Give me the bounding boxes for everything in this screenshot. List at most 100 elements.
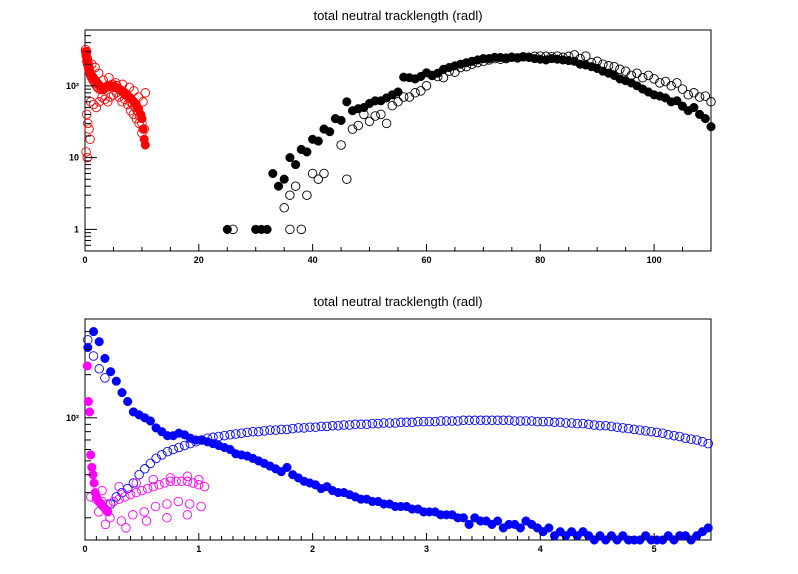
bottom-chart-point <box>105 513 115 523</box>
bottom-chart-point <box>142 483 153 494</box>
bottom-chart-point <box>171 476 181 487</box>
top-chart-point <box>461 61 472 72</box>
bottom-chart-point <box>85 407 95 417</box>
bottom-chart-point <box>583 419 594 430</box>
bottom-chart-point <box>464 519 474 529</box>
bottom-chart-point <box>435 416 446 426</box>
bottom-chart-point <box>612 422 622 432</box>
top-chart-point <box>342 97 352 107</box>
bottom-chart-point <box>413 416 423 427</box>
bottom-chart-point <box>350 419 361 430</box>
bottom-chart-point <box>703 523 713 533</box>
top-chart-point <box>347 124 358 134</box>
top-chart-point <box>563 51 574 62</box>
bottom-chart-point <box>202 433 213 443</box>
bottom-chart-y-tick-label: 10² <box>66 413 79 423</box>
top-chart-point <box>433 71 443 82</box>
top-chart-point <box>558 52 568 63</box>
top-chart-point <box>228 224 238 235</box>
top-chart-point <box>359 109 369 120</box>
top-chart-point <box>421 81 432 91</box>
top-chart-point <box>575 53 585 64</box>
bottom-chart-point <box>509 416 520 426</box>
top-chart-point <box>552 51 563 61</box>
bottom-chart-point <box>447 416 457 426</box>
top-chart-point <box>262 224 272 234</box>
bottom-chart-point <box>173 496 184 507</box>
bottom-chart-point <box>182 471 193 482</box>
bottom-chart-point <box>106 367 116 377</box>
top-chart-point <box>706 122 716 132</box>
bottom-chart-point <box>578 418 588 429</box>
top-chart-point <box>581 51 591 61</box>
bottom-chart-point <box>108 496 119 507</box>
bottom-chart-point <box>162 446 173 457</box>
bottom-chart-point <box>481 415 491 426</box>
bottom-chart-point <box>538 416 548 427</box>
bottom-chart-point <box>430 416 440 427</box>
bottom-chart-point <box>555 417 565 428</box>
top-chart-point <box>381 118 392 129</box>
bottom-chart-point <box>114 481 124 492</box>
bottom-chart-point <box>339 420 349 430</box>
top-chart-point <box>279 203 289 213</box>
top-chart-point <box>672 78 682 88</box>
bottom-chart-x-tick-label: 3 <box>424 544 429 554</box>
top-chart-point <box>615 64 625 75</box>
bottom-chart-point <box>390 418 400 428</box>
top-chart-point <box>84 124 94 134</box>
bottom-chart-point <box>475 415 486 426</box>
bottom-chart-axes: 0 1 2 3 4 5 10² <box>66 331 712 554</box>
bottom-chart-title: total neutral tracklength (radl) <box>313 294 482 309</box>
bottom-chart-point <box>94 337 104 347</box>
bottom-chart-point <box>566 418 577 428</box>
bottom-chart-point <box>162 499 172 509</box>
top-chart-point <box>478 56 489 67</box>
top-chart-point <box>140 140 150 150</box>
top-chart-point <box>285 224 295 235</box>
top-chart-point <box>592 56 602 67</box>
bottom-chart-point <box>82 361 92 371</box>
bottom-chart-point <box>640 426 651 436</box>
top-chart-x-tick-label: 0 <box>82 255 87 265</box>
top-chart-point <box>643 70 654 81</box>
top-chart-point <box>512 53 523 63</box>
bottom-chart-point <box>128 510 138 520</box>
top-chart-point <box>507 52 517 63</box>
top-chart-point <box>291 160 301 170</box>
bottom-chart-point <box>157 450 167 460</box>
bottom-chart-point <box>194 480 204 490</box>
top-chart-point <box>285 153 295 163</box>
top-chart-point <box>342 174 352 184</box>
top-chart-point <box>672 96 682 106</box>
top-chart-point <box>268 168 278 179</box>
bottom-chart-point <box>470 415 480 426</box>
bottom-chart-point <box>492 415 503 426</box>
top-chart-point <box>285 190 295 200</box>
bottom-chart-point <box>322 421 332 432</box>
top-chart-point <box>683 90 693 100</box>
bottom-chart-point <box>134 469 144 480</box>
top-chart-point <box>524 52 534 63</box>
top-chart-point <box>410 88 420 98</box>
top-chart-point <box>427 70 437 81</box>
top-chart-y-tick-label: 10² <box>66 81 79 91</box>
bottom-chart-x-tick-label: 2 <box>310 544 315 554</box>
top-chart-point <box>694 92 705 102</box>
bottom-chart-point <box>441 416 452 426</box>
bottom-chart-point <box>282 424 292 435</box>
bottom-chart-point <box>83 396 93 407</box>
bottom-chart-point <box>544 523 554 533</box>
top-chart-point <box>484 55 494 65</box>
bottom-chart-point <box>145 416 155 426</box>
bottom-chart-point <box>276 424 287 435</box>
bottom-chart-point <box>549 417 560 428</box>
top-chart-point <box>137 114 147 124</box>
bottom-chart-point <box>88 351 99 361</box>
bottom-chart-point <box>504 415 514 426</box>
bottom-chart-point <box>168 444 178 455</box>
top-chart-point <box>302 147 312 157</box>
bottom-chart-point <box>327 420 338 431</box>
top-chart-point <box>398 92 409 102</box>
bottom-chart-point <box>618 423 628 433</box>
